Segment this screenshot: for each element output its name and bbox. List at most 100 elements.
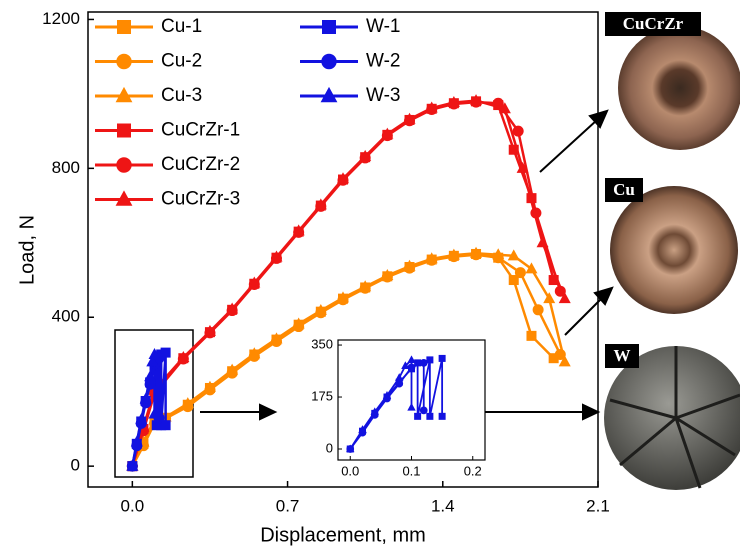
marker — [407, 355, 416, 364]
legend-marker — [115, 86, 133, 103]
legend-marker — [117, 123, 131, 138]
marker — [248, 276, 261, 288]
marker — [414, 412, 422, 420]
marker — [470, 94, 483, 106]
inset-ticks: 0 175 350 0.0 0.1 0.2 — [311, 336, 481, 478]
x-tick-label: 0.1 — [402, 463, 420, 478]
marker — [558, 355, 571, 367]
marker — [270, 250, 283, 262]
marker — [181, 397, 194, 409]
marker — [160, 347, 171, 358]
y-tick-label: 800 — [52, 158, 80, 177]
inset-series — [346, 354, 446, 453]
marker — [447, 95, 460, 107]
marker — [425, 252, 438, 264]
legend-label: W-3 — [366, 85, 400, 106]
marker — [548, 275, 559, 286]
marker — [498, 102, 511, 114]
marker — [512, 125, 524, 137]
marker — [507, 249, 520, 261]
legend-label: W-2 — [366, 51, 400, 72]
marker — [381, 127, 394, 139]
arrow-head — [588, 109, 609, 129]
y-axis-label: Load, N — [16, 215, 38, 285]
marker — [419, 406, 428, 415]
marker — [381, 269, 394, 281]
marker — [203, 380, 216, 392]
marker — [370, 407, 379, 416]
legend-label: CuCrZr-2 — [161, 154, 240, 175]
photo-label: W — [614, 346, 631, 365]
marker — [425, 101, 438, 113]
marker — [419, 359, 428, 367]
marker — [126, 459, 139, 471]
arrow-head — [582, 403, 601, 421]
photo-label-box — [605, 344, 639, 368]
plot-frame — [87, 11, 599, 488]
legend-label: Cu-3 — [161, 85, 202, 106]
x-axis-label: Displacement, mm — [260, 524, 426, 546]
legend-label: W-1 — [366, 16, 400, 37]
legend-label: Cu-2 — [161, 51, 202, 72]
arrows — [200, 109, 614, 421]
marker — [526, 330, 537, 341]
marker — [514, 267, 526, 279]
legend-marker — [322, 20, 336, 34]
marker — [203, 324, 216, 336]
marker — [148, 407, 161, 419]
legend-marker — [117, 20, 131, 34]
marker — [395, 373, 404, 381]
marker — [508, 275, 519, 286]
legend-label: CuCrZr-3 — [161, 189, 240, 210]
y-tick-label: 0 — [71, 456, 80, 475]
marker — [438, 354, 446, 362]
marker — [130, 435, 143, 447]
marker — [146, 355, 159, 367]
marker — [270, 332, 283, 344]
marker — [548, 353, 559, 364]
marker — [382, 390, 392, 399]
marker — [401, 361, 410, 369]
marker — [508, 144, 519, 155]
marker — [177, 350, 190, 362]
marker — [525, 262, 538, 274]
marker — [148, 347, 161, 359]
marker — [144, 370, 157, 382]
legend-label: CuCrZr-1 — [161, 120, 240, 141]
y-tick-label: 350 — [311, 336, 333, 351]
legend-marker — [116, 157, 132, 173]
marker — [543, 292, 556, 304]
marker — [292, 224, 305, 236]
arrow-head — [259, 403, 278, 421]
y-tick-label: 1200 — [42, 9, 80, 28]
marker — [558, 292, 571, 304]
marker — [226, 302, 239, 314]
main-ticks: 0 400 800 1200 0.0 0.7 1.4 2.1 — [42, 9, 610, 516]
marker — [248, 347, 261, 359]
marker — [407, 402, 416, 411]
legend-marker — [321, 53, 337, 70]
marker — [438, 412, 446, 420]
legend-label: Cu-1 — [161, 16, 202, 37]
marker — [470, 246, 483, 258]
photo-label-box — [605, 178, 643, 202]
legend-marker — [115, 190, 133, 206]
marker — [359, 149, 372, 161]
legend: Cu-1 Cu-2 Cu-3 CuCrZr-1 CuCrZr-2 CuCrZr-3 W-1 W… — [95, 16, 400, 210]
series-line — [131, 253, 562, 467]
marker — [358, 425, 367, 433]
photo-cucrzr — [618, 26, 740, 150]
marker — [135, 413, 148, 425]
y-tick-label: 0 — [326, 440, 333, 455]
marker — [447, 248, 460, 260]
photo-label: Cu — [613, 180, 635, 199]
marker — [532, 304, 544, 316]
marker — [403, 112, 416, 124]
marker — [314, 304, 327, 316]
series — [126, 94, 571, 472]
marker — [426, 412, 434, 420]
marker — [139, 392, 152, 404]
marker — [337, 172, 349, 184]
x-tick-label: 0.0 — [121, 496, 145, 515]
